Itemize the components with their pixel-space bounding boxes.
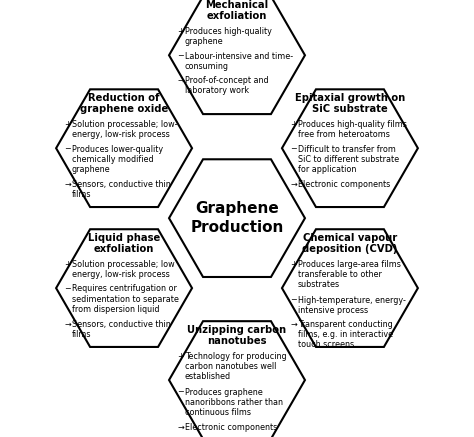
Text: →: → (290, 320, 297, 329)
Text: Difficult to transfer from
SiC to different substrate
for application: Difficult to transfer from SiC to differ… (298, 145, 399, 173)
Text: →: → (64, 180, 71, 189)
Text: −: − (64, 145, 71, 153)
Text: Produces large-area films
transferable to other
substrates: Produces large-area films transferable t… (298, 260, 401, 289)
Text: Proof-of-concept and
laboratory work: Proof-of-concept and laboratory work (185, 76, 268, 95)
Text: Produces high-quality
graphene: Produces high-quality graphene (185, 28, 272, 46)
Text: +: + (64, 120, 71, 129)
Text: Sensors, conductive thin
films: Sensors, conductive thin films (72, 180, 171, 199)
Text: Requires centrifugation or
sedimentation to separate
from dispersion liquid: Requires centrifugation or sedimentation… (72, 284, 179, 314)
Text: Mechanical
exfoliation: Mechanical exfoliation (205, 0, 269, 21)
Polygon shape (56, 229, 192, 347)
Text: →: → (177, 76, 184, 85)
Polygon shape (282, 229, 418, 347)
Text: −: − (177, 388, 184, 396)
Text: Epitaxial growth on
SiC substrate: Epitaxial growth on SiC substrate (295, 93, 405, 114)
Text: Graphene
Production: Graphene Production (191, 201, 283, 235)
Polygon shape (169, 321, 305, 437)
Text: High-temperature, energy-
intensive process: High-temperature, energy- intensive proc… (298, 295, 405, 315)
Text: Produces high-quality films
free from heteroatoms: Produces high-quality films free from he… (298, 120, 407, 139)
Text: Electronic components: Electronic components (298, 180, 390, 189)
Text: Produces graphene
nanoribbons rather than
continuous films: Produces graphene nanoribbons rather tha… (185, 388, 283, 416)
Text: Labour-intensive and time-
consuming: Labour-intensive and time- consuming (185, 52, 293, 71)
Text: +: + (290, 260, 297, 269)
Text: +: + (177, 352, 184, 361)
Text: +: + (290, 120, 297, 129)
Text: →: → (290, 180, 297, 189)
Text: Produces lower-quality
chemically modified
graphene: Produces lower-quality chemically modifi… (72, 145, 163, 173)
Text: −: − (290, 295, 297, 305)
Polygon shape (169, 0, 305, 114)
Text: +: + (64, 260, 71, 269)
Text: Transparent conducting
films, e.g. in interactive
touch screens: Transparent conducting films, e.g. in in… (298, 320, 393, 349)
Polygon shape (169, 159, 305, 277)
Text: →: → (64, 320, 71, 329)
Text: Sensors, conductive thin
films: Sensors, conductive thin films (72, 320, 171, 339)
Text: −: − (290, 145, 297, 153)
Text: Liquid phase
exfoliation: Liquid phase exfoliation (88, 233, 160, 254)
Text: Solution processable; low
energy, low-risk process: Solution processable; low energy, low-ri… (72, 260, 174, 279)
Text: Unzipping carbon
nanotubes: Unzipping carbon nanotubes (187, 325, 287, 346)
Text: Reduction of
graphene oxide: Reduction of graphene oxide (80, 93, 168, 114)
Polygon shape (56, 89, 192, 207)
Text: +: + (177, 28, 184, 36)
Text: Solution processable; low-
energy, low-risk process: Solution processable; low- energy, low-r… (72, 120, 177, 139)
Text: Technology for producing
carbon nanotubes well
established: Technology for producing carbon nanotube… (185, 352, 286, 382)
Polygon shape (282, 89, 418, 207)
Text: →: → (177, 423, 184, 432)
Text: −: − (177, 52, 184, 61)
Text: −: − (64, 284, 71, 294)
Text: Electronic components: Electronic components (185, 423, 277, 432)
Text: Chemical vapour
deposition (CVD): Chemical vapour deposition (CVD) (302, 233, 398, 254)
